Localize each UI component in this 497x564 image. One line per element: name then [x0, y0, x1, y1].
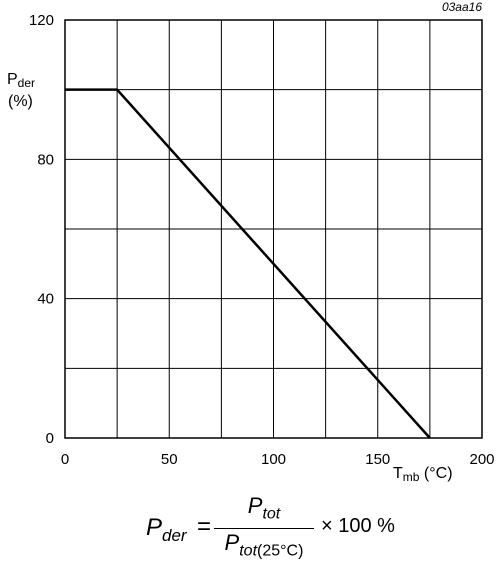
x-axis-unit: (°C) — [424, 465, 453, 482]
y-tick-label: 80 — [37, 151, 54, 168]
fraction-bar — [214, 528, 314, 530]
x-tick-label: 150 — [365, 451, 390, 468]
x-tick-label: 100 — [261, 451, 286, 468]
y-tick-label: 40 — [37, 291, 54, 308]
formula-lhs-subscript: der — [162, 525, 187, 545]
x-axis-symbol: T — [393, 465, 403, 482]
derating-chart: 0 50 100 150 200 0 40 80 120 03aa16 Pder (%) Tm… — [7, 0, 495, 484]
formula-den-symbol: P — [224, 530, 240, 556]
x-axis-ticks: 0 50 100 150 200 — [61, 451, 495, 468]
formula-lhs-symbol: P — [146, 514, 163, 541]
y-axis-subscript: der — [18, 76, 35, 90]
y-tick-label: 0 — [46, 430, 54, 447]
svg-text:Pder: Pder — [7, 71, 35, 90]
series-group — [65, 88, 431, 439]
formula-den-condition: (25°C) — [257, 542, 304, 560]
y-tick-label: 120 — [29, 12, 54, 29]
x-axis-subscript: mb — [403, 470, 420, 484]
formula-num-symbol: P — [247, 493, 263, 518]
formula-den-subscript: tot — [239, 542, 258, 560]
figure-code: 03aa16 — [442, 0, 482, 14]
grid — [64, 19, 483, 439]
formula-equals: = — [197, 513, 212, 540]
derating-formula: Pder = Ptot Ptot(25°C) × 100 % — [0, 488, 497, 563]
svg-text:Tmb (°C): Tmb (°C) — [393, 465, 453, 484]
y-axis-symbol: P — [7, 71, 18, 88]
formula-denominator: Ptot(25°C) — [214, 531, 314, 563]
formula-num-subscript: tot — [262, 505, 281, 523]
y-axis-ticks: 0 40 80 120 — [29, 12, 54, 447]
x-tick-label: 50 — [161, 451, 178, 468]
x-tick-label: 0 — [61, 451, 69, 468]
y-axis-label: Pder (%) — [7, 71, 35, 110]
y-axis-unit: (%) — [8, 93, 33, 110]
formula-multiplier: × 100 % — [321, 515, 395, 537]
derating-curve — [65, 88, 431, 439]
x-axis-label: Tmb (°C) — [393, 465, 453, 484]
x-tick-label: 200 — [469, 451, 494, 468]
formula-numerator: Ptot — [214, 494, 314, 526]
formula-lhs: Pder — [146, 514, 187, 546]
formula-fraction: Ptot Ptot(25°C) — [214, 494, 314, 564]
plot-frame — [64, 19, 483, 439]
